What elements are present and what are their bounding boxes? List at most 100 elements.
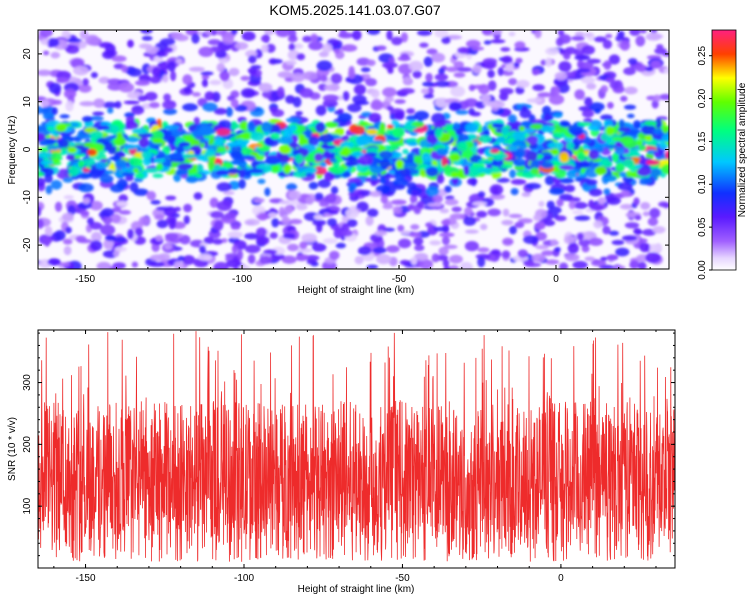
heatmap-cell xyxy=(659,141,667,150)
heatmap-cell xyxy=(234,104,248,112)
heatmap-cell xyxy=(464,206,473,216)
heatmap-cell xyxy=(593,36,607,43)
heatmap-cell xyxy=(308,181,319,190)
heatmap-cell xyxy=(487,69,495,78)
heatmap-cell xyxy=(333,48,340,54)
heatmap-cell xyxy=(409,231,422,238)
snr-x-ticks: -150 -100 -50 0 xyxy=(53,330,657,584)
heatmap-cell xyxy=(548,206,562,214)
heatmap-cell xyxy=(324,84,340,91)
heatmap-cell xyxy=(545,57,552,68)
heatmap-cell xyxy=(248,55,257,64)
heatmap-cell xyxy=(432,195,443,203)
heatmap-cell xyxy=(87,148,97,156)
heatmap-cell xyxy=(395,159,404,169)
heatmap-cell xyxy=(541,250,555,256)
heatmap-cell xyxy=(464,241,479,252)
heatmap-cell xyxy=(477,135,492,144)
heatmap-cell xyxy=(563,51,571,60)
heatmap-cell xyxy=(533,214,542,222)
heatmap-cell xyxy=(244,218,260,226)
heatmap-cell xyxy=(265,157,281,165)
colorbar-tick-label: 0.20 xyxy=(697,88,708,108)
heatmap-cell xyxy=(348,69,356,79)
heatmap-cell xyxy=(293,170,308,178)
heatmap-cell xyxy=(177,163,193,170)
heatmap-cell xyxy=(495,136,506,144)
heatmap-cell xyxy=(495,153,509,159)
heatmap-cell xyxy=(164,47,174,53)
heatmap-cell xyxy=(38,152,53,159)
heatmap-cell xyxy=(543,219,556,227)
heatmap-cell xyxy=(156,219,169,229)
heatmap-cell xyxy=(82,116,93,123)
heatmap-cell xyxy=(254,49,263,59)
heatmap-cell xyxy=(425,166,439,177)
heatmap-cell xyxy=(322,99,338,108)
heatmap-cell xyxy=(48,38,60,48)
x-tick-label: 0 xyxy=(558,573,564,584)
heatmap-cell xyxy=(391,36,403,46)
heatmap-cell xyxy=(121,172,134,177)
heatmap-cell xyxy=(532,84,545,91)
heatmap-cell xyxy=(613,265,626,269)
heatmap-cell xyxy=(382,62,398,69)
heatmap-cell xyxy=(555,215,567,222)
heatmap-cell xyxy=(191,33,200,44)
heatmap-cell xyxy=(317,179,331,188)
heatmap-cell xyxy=(341,171,352,178)
heatmap-cell xyxy=(574,54,591,61)
heatmap-cell xyxy=(45,185,53,195)
heatmap-cell xyxy=(79,30,89,40)
heatmap-cell xyxy=(248,168,264,174)
y-tick-label: 100 xyxy=(22,497,33,514)
heatmap-cell xyxy=(509,225,517,235)
heatmap-cell xyxy=(413,155,425,165)
heatmap-cell xyxy=(507,114,517,123)
heatmap-cell xyxy=(62,238,73,245)
heatmap-cell xyxy=(499,87,514,95)
heatmap-cell xyxy=(434,80,450,88)
heatmap-cell xyxy=(260,35,270,43)
heatmap-cell xyxy=(228,67,240,77)
heatmap-cell xyxy=(113,136,127,147)
heatmap-cell xyxy=(320,161,327,168)
heatmap-cell xyxy=(115,159,127,169)
heatmap-cell xyxy=(92,111,105,116)
heatmap-cell xyxy=(231,30,238,35)
heatmap-cell xyxy=(165,195,177,201)
heatmap-cell xyxy=(353,84,367,95)
heatmap-cell xyxy=(107,107,114,114)
heatmap-cell xyxy=(178,141,191,147)
heatmap-cell xyxy=(162,100,177,110)
heatmap-cell xyxy=(410,224,420,230)
heatmap-cell xyxy=(663,67,669,74)
heatmap-cell xyxy=(581,245,590,253)
heatmap-cell xyxy=(441,156,449,168)
heatmap-cell xyxy=(550,148,560,156)
heatmap-cell xyxy=(600,256,608,261)
colorbar-tick-label: 0.10 xyxy=(697,174,708,194)
heatmap-cell xyxy=(285,95,296,104)
heatmap-cell xyxy=(301,233,318,243)
heatmap-cell xyxy=(558,61,572,72)
heatmap-cell xyxy=(624,222,640,229)
heatmap-cell xyxy=(419,42,429,48)
heatmap-cell xyxy=(600,114,613,121)
heatmap-cell xyxy=(291,72,305,83)
heatmap-cell xyxy=(540,161,554,169)
heatmap-cell xyxy=(149,261,165,267)
y-tick-label: 300 xyxy=(22,374,33,391)
heatmap-cell xyxy=(391,199,407,205)
heatmap-cell xyxy=(311,243,327,252)
heatmap-cell xyxy=(230,121,238,130)
heatmap-cell xyxy=(347,103,362,113)
heatmap-cell xyxy=(370,100,384,111)
heatmap-cell xyxy=(463,165,470,176)
heatmap-cell xyxy=(119,210,131,215)
heatmap-cell xyxy=(101,101,118,109)
heatmap-cell xyxy=(526,150,538,161)
heatmap-cell xyxy=(624,104,636,110)
chart-title: KOM5.2025.141.03.07.G07 xyxy=(269,2,440,18)
heatmap-cell xyxy=(330,186,339,195)
